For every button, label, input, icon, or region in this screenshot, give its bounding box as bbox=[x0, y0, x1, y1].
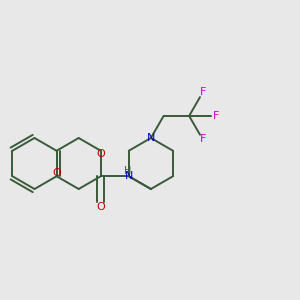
Text: N: N bbox=[147, 133, 155, 143]
Text: O: O bbox=[96, 202, 105, 212]
Text: O: O bbox=[96, 149, 105, 159]
Text: O: O bbox=[52, 168, 61, 178]
Text: F: F bbox=[213, 111, 219, 121]
Text: F: F bbox=[200, 134, 206, 144]
Text: N: N bbox=[124, 171, 133, 181]
Text: H: H bbox=[124, 166, 131, 176]
Text: F: F bbox=[200, 88, 206, 98]
